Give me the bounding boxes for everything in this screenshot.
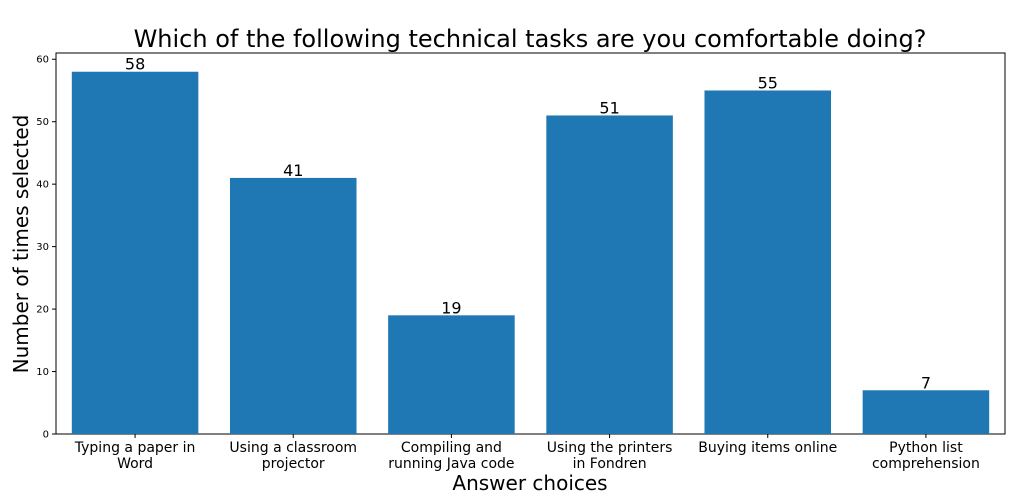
bar-value-label: 19 xyxy=(441,298,461,317)
x-tick-label: Typing a paper in Word xyxy=(74,440,196,472)
x-axis-ticks: Typing a paper in Word Using a classroom pr… xyxy=(74,434,980,472)
bar xyxy=(71,71,199,434)
bars xyxy=(71,71,990,435)
bar xyxy=(229,177,357,434)
y-tick-label: 30 xyxy=(36,242,49,253)
y-tick-label: 40 xyxy=(36,180,49,191)
bar-value-label: 55 xyxy=(758,73,778,92)
y-axis-ticks: 0 10 20 30 40 50 60 xyxy=(36,55,56,441)
x-axis-label: Answer choices xyxy=(452,471,607,495)
x-tick-label: Using a classroom projector xyxy=(229,440,357,472)
bar xyxy=(704,90,832,435)
plot-area xyxy=(55,52,1006,435)
x-tick-label: Python list comprehension xyxy=(872,440,980,472)
y-tick-label: 10 xyxy=(36,367,49,378)
y-axis-label: Number of times selected xyxy=(9,115,33,374)
y-tick-label: 20 xyxy=(36,305,49,316)
bar-value-label: 7 xyxy=(921,373,931,392)
y-tick-label: 0 xyxy=(43,430,49,441)
bar-value-labels: 58 41 19 51 55 7 xyxy=(125,55,931,393)
y-tick-label: 50 xyxy=(36,117,49,128)
bar xyxy=(388,315,515,434)
bar xyxy=(862,390,990,434)
bar xyxy=(546,115,673,434)
bar-value-label: 51 xyxy=(599,98,619,117)
x-tick-label: Compiling and running Java code xyxy=(388,440,514,472)
bar-value-label: 58 xyxy=(125,55,145,74)
y-tick-label: 60 xyxy=(36,55,49,66)
chart-title: Which of the following technical tasks a… xyxy=(134,25,927,53)
x-tick-label: Buying items online xyxy=(698,440,837,456)
bar-value-label: 41 xyxy=(283,161,303,180)
x-tick-label: Using the printers in Fondren xyxy=(547,440,673,472)
